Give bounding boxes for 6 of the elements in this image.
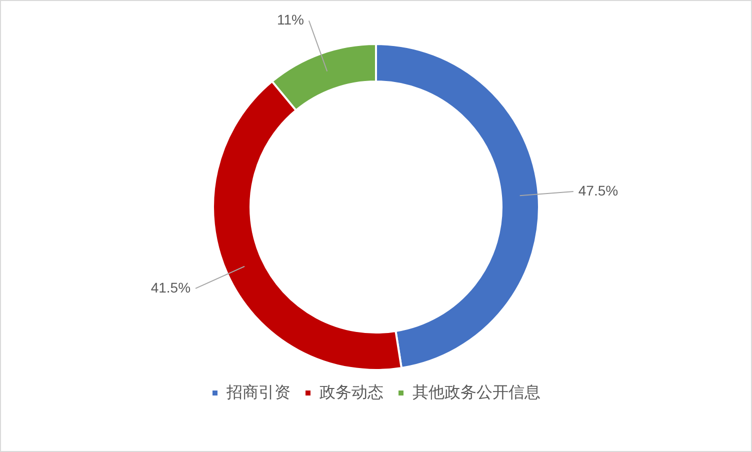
data-label: 41.5%	[150, 279, 191, 296]
legend-label: 政务动态	[320, 383, 384, 402]
legend-label: 招商引资	[226, 383, 290, 402]
data-label: 47.5%	[578, 182, 618, 198]
data-label: 11%	[276, 12, 304, 28]
legend-label: 其他政务公开信息	[412, 383, 540, 402]
